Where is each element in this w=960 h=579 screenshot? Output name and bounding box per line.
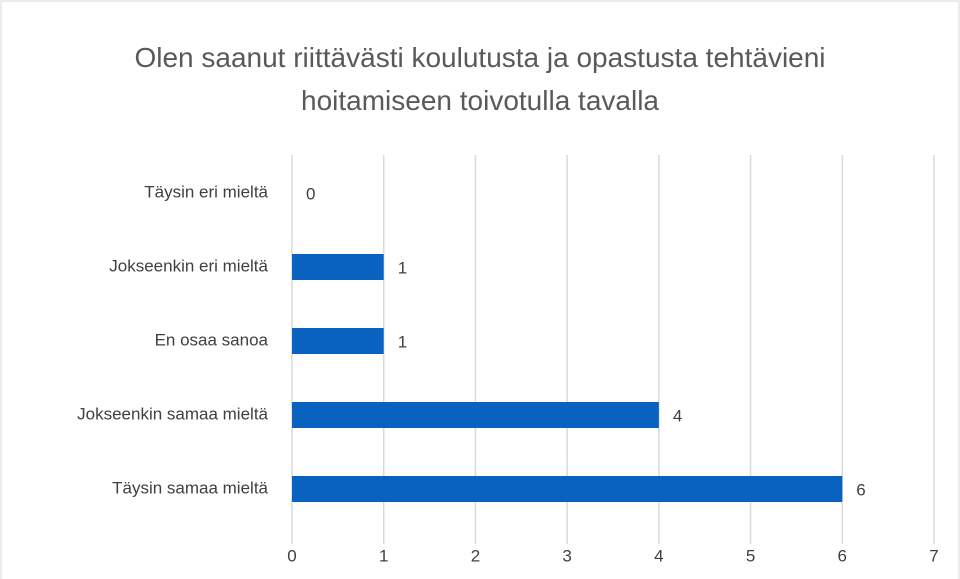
x-tick-label: 5 <box>746 546 755 565</box>
y-tick-label: Täysin eri mieltä <box>144 182 268 201</box>
value-label: 6 <box>856 480 865 499</box>
x-tick-label: 4 <box>654 546 663 565</box>
y-tick-label: En osaa sanoa <box>155 330 269 349</box>
x-tick-label: 2 <box>471 546 480 565</box>
y-tick-label: Jokseenkin eri mieltä <box>109 256 268 275</box>
value-label: 1 <box>398 332 407 351</box>
bar <box>292 402 659 428</box>
chart-title: Olen saanut riittävästi koulutusta ja op… <box>134 42 826 116</box>
x-tick-label: 0 <box>287 546 296 565</box>
x-tick-label: 6 <box>838 546 847 565</box>
y-tick-label: Jokseenkin samaa mieltä <box>77 404 268 423</box>
value-label: 1 <box>398 258 407 277</box>
x-tick-label: 1 <box>379 546 388 565</box>
value-label: 4 <box>673 406 682 425</box>
bar <box>292 328 384 354</box>
x-tick-label: 3 <box>562 546 571 565</box>
y-tick-label: Täysin samaa mieltä <box>112 478 268 497</box>
x-tick-label: 7 <box>929 546 938 565</box>
value-label: 0 <box>306 184 315 203</box>
bar <box>292 476 843 502</box>
bar <box>292 254 384 280</box>
